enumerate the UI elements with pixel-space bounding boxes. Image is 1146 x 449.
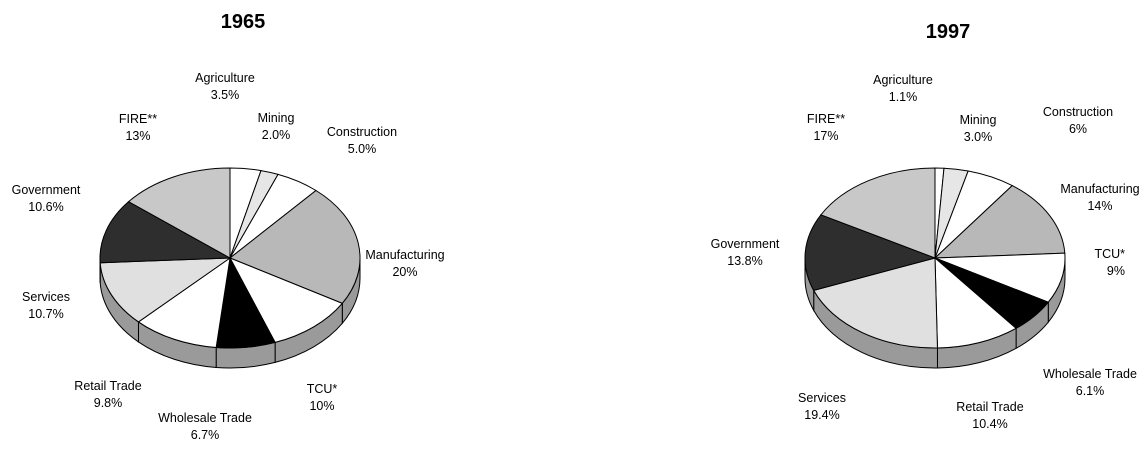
slice-label: Manufacturing 20% <box>365 248 444 279</box>
slice-value: 6.1% <box>1076 384 1105 398</box>
slice-name: Government <box>12 183 81 197</box>
pie-slice <box>127 167 231 259</box>
slice-label: Services 19.4% <box>798 391 846 422</box>
slice-value: 17% <box>813 129 838 143</box>
slice-label: Government 13.8% <box>711 237 780 268</box>
slice-label: Construction 6% <box>1043 105 1113 136</box>
slice-value: 19.4% <box>804 408 839 422</box>
slice-name: Retail Trade <box>74 379 141 393</box>
slice-label: FIRE** 17% <box>807 112 845 143</box>
slice-name: Services <box>798 391 846 405</box>
slice-name: Government <box>711 237 780 251</box>
slice-value: 13% <box>125 129 150 143</box>
slice-label: Wholesale Trade 6.1% <box>1043 367 1137 398</box>
slice-value: 10% <box>309 399 334 413</box>
pie-slice <box>934 256 1017 349</box>
slice-name: Agriculture <box>195 71 255 85</box>
slice-name: Construction <box>1043 105 1113 119</box>
pie-slice <box>804 214 937 291</box>
slice-label: Construction 5.0% <box>327 125 397 156</box>
pie-chart-1965: 1965 Agriculture 3.5% Mining 2.0% Constructio… <box>12 11 445 442</box>
slice-name: TCU* <box>307 382 338 396</box>
slice-name: Wholesale Trade <box>158 411 252 425</box>
slice-name: FIRE** <box>807 112 845 126</box>
slice-label: Mining 3.0% <box>960 113 997 144</box>
slice-name: Mining <box>960 113 997 127</box>
slice-name: Construction <box>327 125 397 139</box>
slice-name: Wholesale Trade <box>1043 367 1137 381</box>
slice-value: 6% <box>1069 122 1087 136</box>
chart-title: 1965 <box>221 11 266 33</box>
slice-value: 20% <box>392 265 417 279</box>
slice-label: FIRE** 13% <box>119 112 157 143</box>
pie-slice <box>228 257 344 343</box>
slice-value: 9% <box>1107 264 1125 278</box>
slice-value: 3.0% <box>964 130 993 144</box>
pie-chart-1997: 1997 Agriculture 1.1% Mining 3.0% Constructio… <box>711 21 1140 431</box>
slice-value: 1.1% <box>889 90 918 104</box>
slice-value: 13.8% <box>727 254 762 268</box>
slice-name: Retail Trade <box>956 400 1023 414</box>
slice-name: Manufacturing <box>365 248 444 262</box>
slice-label: Government 10.6% <box>12 183 81 214</box>
slice-value: 9.8% <box>94 396 123 410</box>
slice-name: TCU* <box>1094 247 1125 261</box>
slice-name: Manufacturing <box>1060 182 1139 196</box>
slice-label: Retail Trade 9.8% <box>74 379 141 410</box>
slice-value: 10.6% <box>28 200 63 214</box>
slice-label: Manufacturing 14% <box>1060 182 1139 213</box>
slice-value: 5.0% <box>348 142 377 156</box>
slice-label: TCU* 9% <box>1094 247 1125 278</box>
slice-value: 3.5% <box>211 88 240 102</box>
slice-label: Mining 2.0% <box>258 111 295 142</box>
slice-name: Agriculture <box>873 73 933 87</box>
pie-slice <box>99 201 232 264</box>
slice-label: Services 10.7% <box>22 290 70 321</box>
slice-label: Retail Trade 10.4% <box>956 400 1023 431</box>
slice-value: 10.4% <box>972 417 1007 431</box>
slice-name: Mining <box>258 111 295 125</box>
slice-name: Services <box>22 290 70 304</box>
slice-label: Wholesale Trade 6.7% <box>158 411 252 442</box>
slice-name: FIRE** <box>119 112 157 126</box>
slice-value: 6.7% <box>191 428 220 442</box>
slice-value: 2.0% <box>262 128 291 142</box>
pie-slice <box>820 167 936 259</box>
slice-label: TCU* 10% <box>307 382 338 413</box>
pie-slice <box>99 257 232 323</box>
slice-label: Agriculture 1.1% <box>873 73 933 104</box>
pie-slice <box>229 189 361 304</box>
pie-slice <box>812 257 938 349</box>
slice-label: Agriculture 3.5% <box>195 71 255 102</box>
slice-value: 10.7% <box>28 307 63 321</box>
pie-slice <box>933 184 1066 259</box>
chart-title: 1997 <box>926 21 971 43</box>
pie-slice <box>137 256 231 349</box>
slice-value: 14% <box>1087 199 1112 213</box>
